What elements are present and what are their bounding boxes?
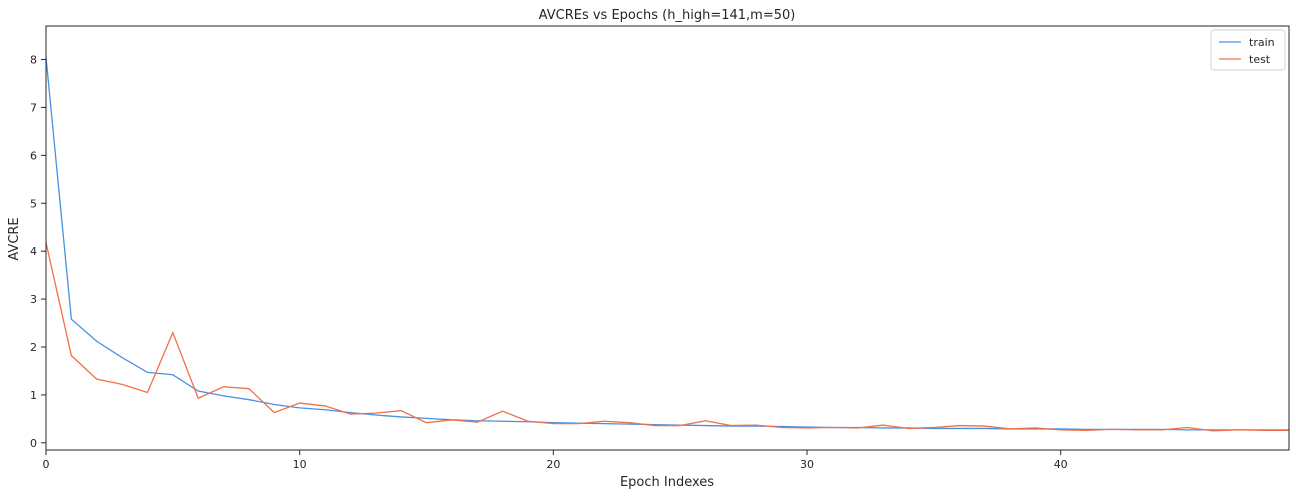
y-tick-label: 0 xyxy=(30,437,37,450)
chart-title: AVCREs vs Epochs (h_high=141,m=50) xyxy=(539,8,796,23)
y-tick-label: 2 xyxy=(30,341,37,354)
series-line-train xyxy=(46,57,1289,431)
y-tick-label: 1 xyxy=(30,389,37,402)
x-tick-label: 0 xyxy=(43,458,50,471)
y-tick-label: 7 xyxy=(30,101,37,114)
x-axis-label: Epoch Indexes xyxy=(620,475,714,490)
y-tick-label: 4 xyxy=(30,245,37,258)
legend-box xyxy=(1210,29,1286,71)
x-tick-label: 40 xyxy=(1054,458,1068,471)
y-axis-label: AVCRE xyxy=(7,217,22,260)
plot-frame xyxy=(45,25,1290,451)
series-layer xyxy=(46,57,1289,432)
x-tick-label: 10 xyxy=(293,458,307,471)
y-tick-label: 6 xyxy=(30,149,37,162)
legend: train test xyxy=(1210,29,1286,71)
legend-label-train: train xyxy=(1249,36,1275,49)
legend-label-test: test xyxy=(1249,53,1271,66)
series-line-test xyxy=(46,242,1289,432)
y-tick-label: 5 xyxy=(30,197,37,210)
x-tick-label: 30 xyxy=(800,458,814,471)
x-tick-label: 20 xyxy=(546,458,560,471)
y-tick-label: 8 xyxy=(30,54,37,67)
axes-layer: 0 10 20 30 40 0 1 2 3 4 5 6 7 8 xyxy=(30,25,1290,471)
y-tick-label: 3 xyxy=(30,293,37,306)
